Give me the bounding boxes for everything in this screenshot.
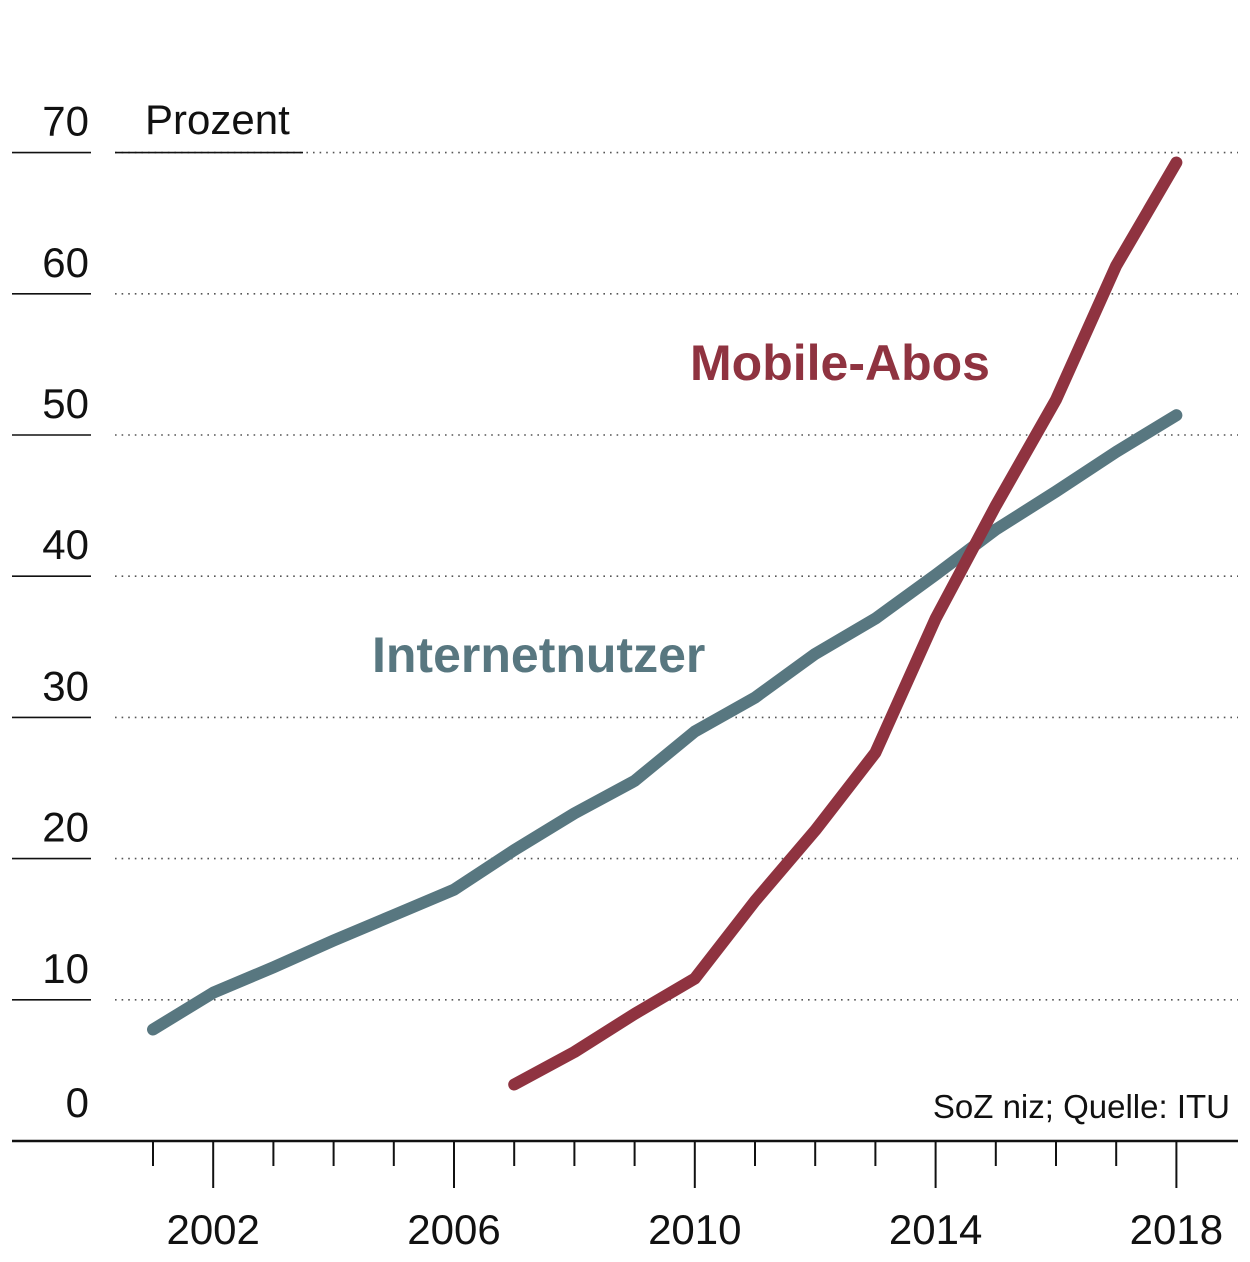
y-tick-label: 40 [42, 521, 89, 568]
y-tick-label: 50 [42, 380, 89, 427]
y-tick-label: 70 [42, 98, 89, 145]
unit-label: Prozent [145, 96, 290, 143]
line-chart: 0 10 20 30 40 50 60 70 Prozent 2002 2006 2010 2014… [0, 0, 1250, 1262]
x-tick-label: 2014 [889, 1206, 982, 1253]
x-tick-label: 2006 [407, 1206, 500, 1253]
x-tick-label: 2010 [648, 1206, 741, 1253]
series-line-mobile-abos [514, 163, 1176, 1085]
x-tick-label: 2018 [1130, 1206, 1223, 1253]
y-tick-label: 0 [66, 1079, 89, 1126]
source-note: SoZ niz; Quelle: ITU [933, 1088, 1230, 1125]
gridlines [115, 153, 1238, 1000]
y-tick-label: 20 [42, 804, 89, 851]
series-line-internetnutzer [153, 415, 1176, 1029]
x-axis: 2002 2006 2010 2014 2018 [153, 1141, 1223, 1253]
series-label-internetnutzer: Internetnutzer [372, 627, 705, 683]
x-tick-label: 2002 [166, 1206, 259, 1253]
series-label-mobile-abos: Mobile-Abos [690, 335, 990, 391]
y-tick-label: 30 [42, 662, 89, 709]
y-tick-label: 10 [42, 945, 89, 992]
series [153, 162, 1177, 1084]
y-tick-label: 60 [42, 239, 89, 286]
